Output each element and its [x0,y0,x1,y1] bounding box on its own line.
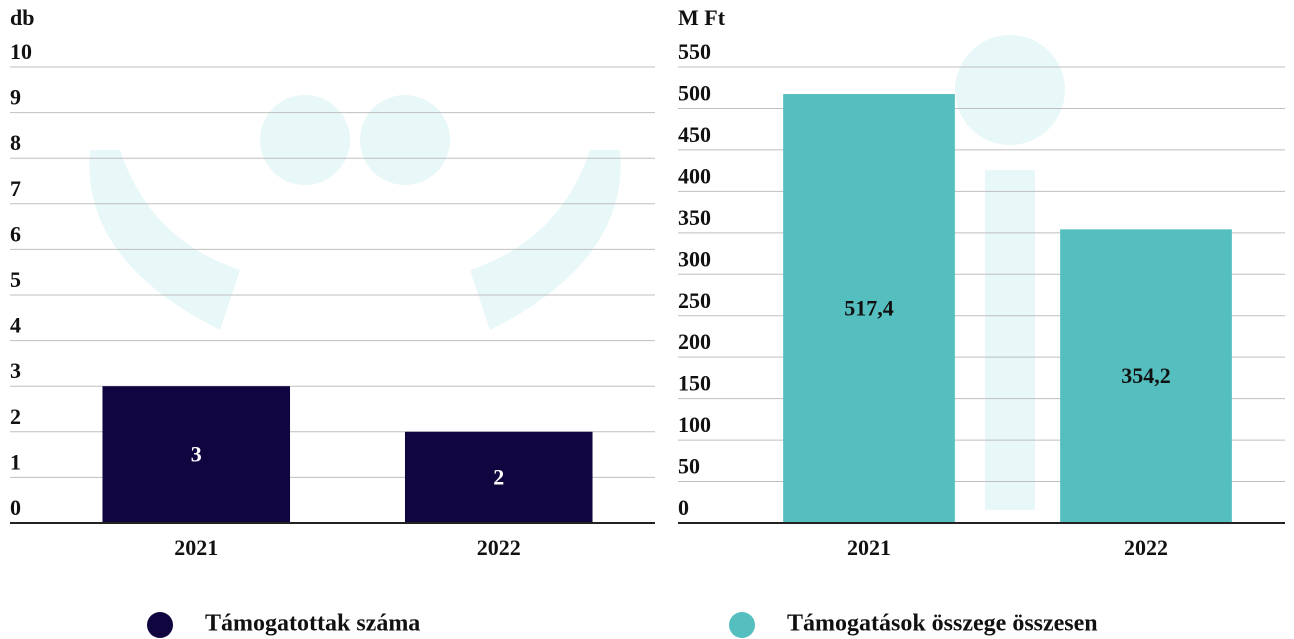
bar [1060,229,1232,523]
watermark [89,35,1065,510]
value-label: 3 [191,442,202,467]
y-tick-label: 550 [678,39,711,64]
y-tick-label: 6 [10,221,21,246]
legend-marker [147,612,173,638]
legend-marker [729,612,755,638]
value-label: 517,4 [844,296,894,321]
y-tick-label: 4 [10,313,21,338]
y-tick-label: 7 [10,176,21,201]
y-tick-label: 300 [678,246,711,271]
y-tick-label: 0 [10,495,21,520]
y-tick-label: 10 [10,39,32,64]
x-tick-label: 2021 [174,535,218,560]
y-tick-label: 1 [10,449,21,474]
legend-label: Támogatottak száma [205,611,420,637]
y-tick-label: 150 [678,371,711,396]
y-tick-label: 400 [678,163,711,188]
y-tick-label: 3 [10,358,21,383]
value-label: 354,2 [1121,363,1171,388]
y-tick-label: 2 [10,404,21,429]
y-tick-label: 500 [678,81,711,106]
y-axis-label: M Ft [678,5,726,30]
y-tick-label: 200 [678,329,711,354]
y-axis-label: db [10,5,34,30]
bar [783,94,955,523]
y-tick-label: 8 [10,130,21,155]
bar [102,386,291,523]
x-tick-label: 2022 [1124,535,1168,560]
bar [404,431,593,523]
y-tick-label: 450 [678,122,711,147]
y-tick-label: 250 [678,288,711,313]
x-tick-label: 2022 [477,535,521,560]
y-tick-label: 5 [10,267,21,292]
y-tick-label: 100 [678,412,711,437]
x-tick-label: 2021 [847,535,891,560]
y-tick-label: 50 [678,454,700,479]
legend-label: Támogatások összege összesen [787,611,1098,637]
y-tick-label: 9 [10,85,21,110]
y-tick-label: 0 [678,495,689,520]
value-label: 2 [493,464,504,489]
y-tick-label: 350 [678,205,711,230]
